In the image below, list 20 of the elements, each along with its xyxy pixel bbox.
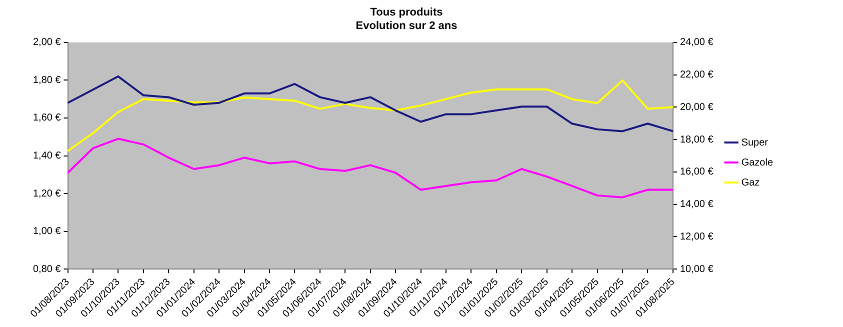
y-tick-label: 1,60 € — [32, 112, 62, 124]
y2-tick-label: 16,00 € — [680, 166, 714, 178]
y2-tick-label: 22,00 € — [680, 70, 714, 81]
legend-label: Super — [741, 137, 769, 148]
y-tick-label: 1,20 € — [32, 188, 62, 200]
y2-tick-label: 24,00 € — [680, 37, 714, 48]
y-tick-label: 1,00 € — [32, 226, 62, 238]
y-tick-label: 0,80 € — [32, 264, 62, 275]
legend-label: Gazole — [741, 157, 774, 168]
y-tick-label: 2,00 € — [32, 37, 62, 48]
y2-tick-label: 10,00 € — [680, 264, 714, 275]
y2-tick-label: 14,00 € — [680, 199, 714, 210]
legend-label: Gaz — [741, 177, 760, 188]
y-tick-label: 1,40 € — [32, 150, 62, 162]
chart-title: Tous produits — [370, 6, 443, 19]
y-tick-label: 1,80 € — [32, 74, 62, 86]
y2-tick-label: 18,00 € — [680, 134, 714, 146]
chart-subtitle: Evolution sur 2 ans — [356, 20, 458, 32]
y2-tick-label: 12,00 € — [680, 231, 714, 242]
y2-tick-label: 20,00 € — [680, 102, 714, 113]
